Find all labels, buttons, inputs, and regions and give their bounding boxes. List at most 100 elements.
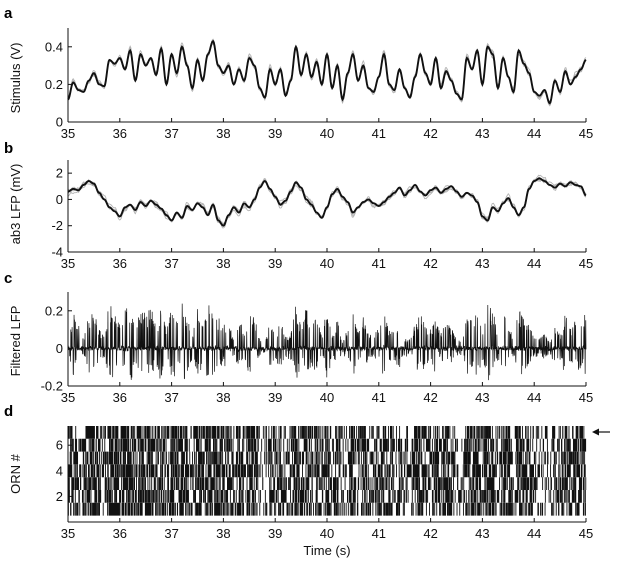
x-tick-label: 36 xyxy=(113,256,127,271)
x-tick-label: 35 xyxy=(61,526,75,541)
y-tick-label: 0 xyxy=(56,341,63,356)
x-tick-label: 37 xyxy=(164,126,178,141)
arrow-annotation xyxy=(592,428,610,436)
x-tick-label: 44 xyxy=(527,390,541,405)
y-tick-label: 0 xyxy=(56,192,63,207)
y-tick-label: 6 xyxy=(56,438,63,453)
panel-a-axes: 35 36 37 38 39 40 41 42 43 44 45 0 0.2 0.4 xyxy=(45,28,593,141)
x-tick-label: 45 xyxy=(579,390,593,405)
arrow-head-icon xyxy=(592,428,599,436)
x-tick-label: 36 xyxy=(113,526,127,541)
y-tick-label: 0 xyxy=(56,115,63,130)
panel-c-axes: 35 36 37 38 39 40 41 42 43 44 45 -0.2 0 0.2 xyxy=(41,292,593,405)
x-tick-label: 38 xyxy=(216,256,230,271)
filtered-lfp-trace xyxy=(67,303,587,381)
spike-row-7 xyxy=(68,426,585,439)
spike-row-3 xyxy=(68,477,587,490)
filtered-trace xyxy=(67,303,587,381)
y-tick-label: 2 xyxy=(56,166,63,181)
x-tick-label: 38 xyxy=(216,526,230,541)
panel-d-raster: d 35 36 37 38 39 40 41 42 43 44 45 2 4 6 ORN # Time (… xyxy=(4,403,610,558)
x-tick-label: 37 xyxy=(164,256,178,271)
x-tick-label: 35 xyxy=(61,126,75,141)
panel-letter-d: d xyxy=(4,403,13,420)
trial-trace xyxy=(67,40,587,105)
x-tick-label: 44 xyxy=(527,526,541,541)
spike-row-1 xyxy=(67,502,586,516)
trial-trace xyxy=(67,40,587,107)
y-tick-label: -0.2 xyxy=(41,379,63,394)
x-tick-label: 36 xyxy=(113,126,127,141)
panel-c-filtered-lfp: c 35 36 37 38 39 40 41 42 43 44 45 -0.2 0 0.2 Filtere… xyxy=(4,270,593,405)
spike-row-4 xyxy=(68,464,586,478)
spike-row-5 xyxy=(69,451,586,465)
panel-d-xlabel: Time (s) xyxy=(303,543,350,558)
x-tick-label: 39 xyxy=(268,256,282,271)
y-tick-label: -4 xyxy=(51,245,63,260)
spike-row-2 xyxy=(68,490,586,503)
x-tick-label: 42 xyxy=(423,526,437,541)
panel-b-lfp: b 35 36 37 38 39 40 41 42 43 44 45 -4 -2 0 2 ab3 LFP (… xyxy=(4,140,593,271)
trial-trace xyxy=(67,176,587,229)
x-tick-label: 45 xyxy=(579,526,593,541)
x-tick-label: 45 xyxy=(579,256,593,271)
x-tick-label: 39 xyxy=(268,126,282,141)
panel-b-axes: 35 36 37 38 39 40 41 42 43 44 45 -4 -2 0 2 xyxy=(51,160,593,271)
x-tick-label: 43 xyxy=(475,126,489,141)
panel-a-stimulus: a 35 36 37 38 39 40 41 42 43 44 45 0 0.2 0.4 Stimulus… xyxy=(4,5,593,141)
x-tick-label: 39 xyxy=(268,390,282,405)
x-tick-label: 41 xyxy=(372,390,386,405)
x-tick-label: 43 xyxy=(475,256,489,271)
x-tick-label: 42 xyxy=(423,390,437,405)
panel-b-ylabel: ab3 LFP (mV) xyxy=(8,164,23,245)
x-tick-label: 40 xyxy=(320,126,334,141)
x-tick-label: 36 xyxy=(113,390,127,405)
x-tick-label: 43 xyxy=(475,390,489,405)
x-tick-label: 42 xyxy=(423,126,437,141)
x-tick-label: 43 xyxy=(475,526,489,541)
y-tick-label: 0.4 xyxy=(45,39,63,54)
x-tick-label: 41 xyxy=(372,126,386,141)
x-tick-label: 40 xyxy=(320,526,334,541)
x-tick-label: 41 xyxy=(372,526,386,541)
stimulus-trials xyxy=(67,38,587,107)
mean-trace xyxy=(67,39,587,105)
panel-letter-b: b xyxy=(4,140,13,157)
lfp-mean-trace xyxy=(67,177,587,227)
y-tick-label: 4 xyxy=(56,463,63,478)
x-tick-label: 41 xyxy=(372,256,386,271)
trial-trace xyxy=(67,177,587,225)
trial-trace xyxy=(67,178,587,227)
spike-raster xyxy=(67,426,587,516)
y-tick-label: 0.2 xyxy=(45,303,63,318)
x-tick-label: 44 xyxy=(527,256,541,271)
x-tick-label: 45 xyxy=(579,126,593,141)
x-tick-label: 40 xyxy=(320,256,334,271)
x-tick-label: 38 xyxy=(216,390,230,405)
x-tick-label: 39 xyxy=(268,526,282,541)
trial-trace xyxy=(67,174,587,225)
panel-a-ylabel: Stimulus (V) xyxy=(8,43,23,114)
x-tick-label: 35 xyxy=(61,256,75,271)
x-tick-label: 35 xyxy=(61,390,75,405)
x-tick-label: 44 xyxy=(527,126,541,141)
x-tick-label: 42 xyxy=(423,256,437,271)
x-tick-label: 38 xyxy=(216,126,230,141)
panel-letter-c: c xyxy=(4,270,12,287)
stimulus-mean-trace xyxy=(67,39,587,105)
x-tick-label: 37 xyxy=(164,390,178,405)
lfp-trials xyxy=(67,174,587,229)
trial-trace xyxy=(67,38,587,103)
y-tick-label: 0.2 xyxy=(45,77,63,92)
spike-row-6 xyxy=(70,438,587,452)
y-tick-label: -2 xyxy=(51,218,63,233)
panel-c-ylabel: Filtered LFP xyxy=(8,306,23,377)
panel-letter-a: a xyxy=(4,5,13,22)
y-tick-label: 2 xyxy=(56,489,63,504)
x-tick-label: 37 xyxy=(164,526,178,541)
mean-trace xyxy=(67,177,587,227)
panel-d-ylabel: ORN # xyxy=(8,453,23,494)
panel-d-axes: 35 36 37 38 39 40 41 42 43 44 45 2 4 6 xyxy=(56,426,593,541)
x-tick-label: 40 xyxy=(320,390,334,405)
